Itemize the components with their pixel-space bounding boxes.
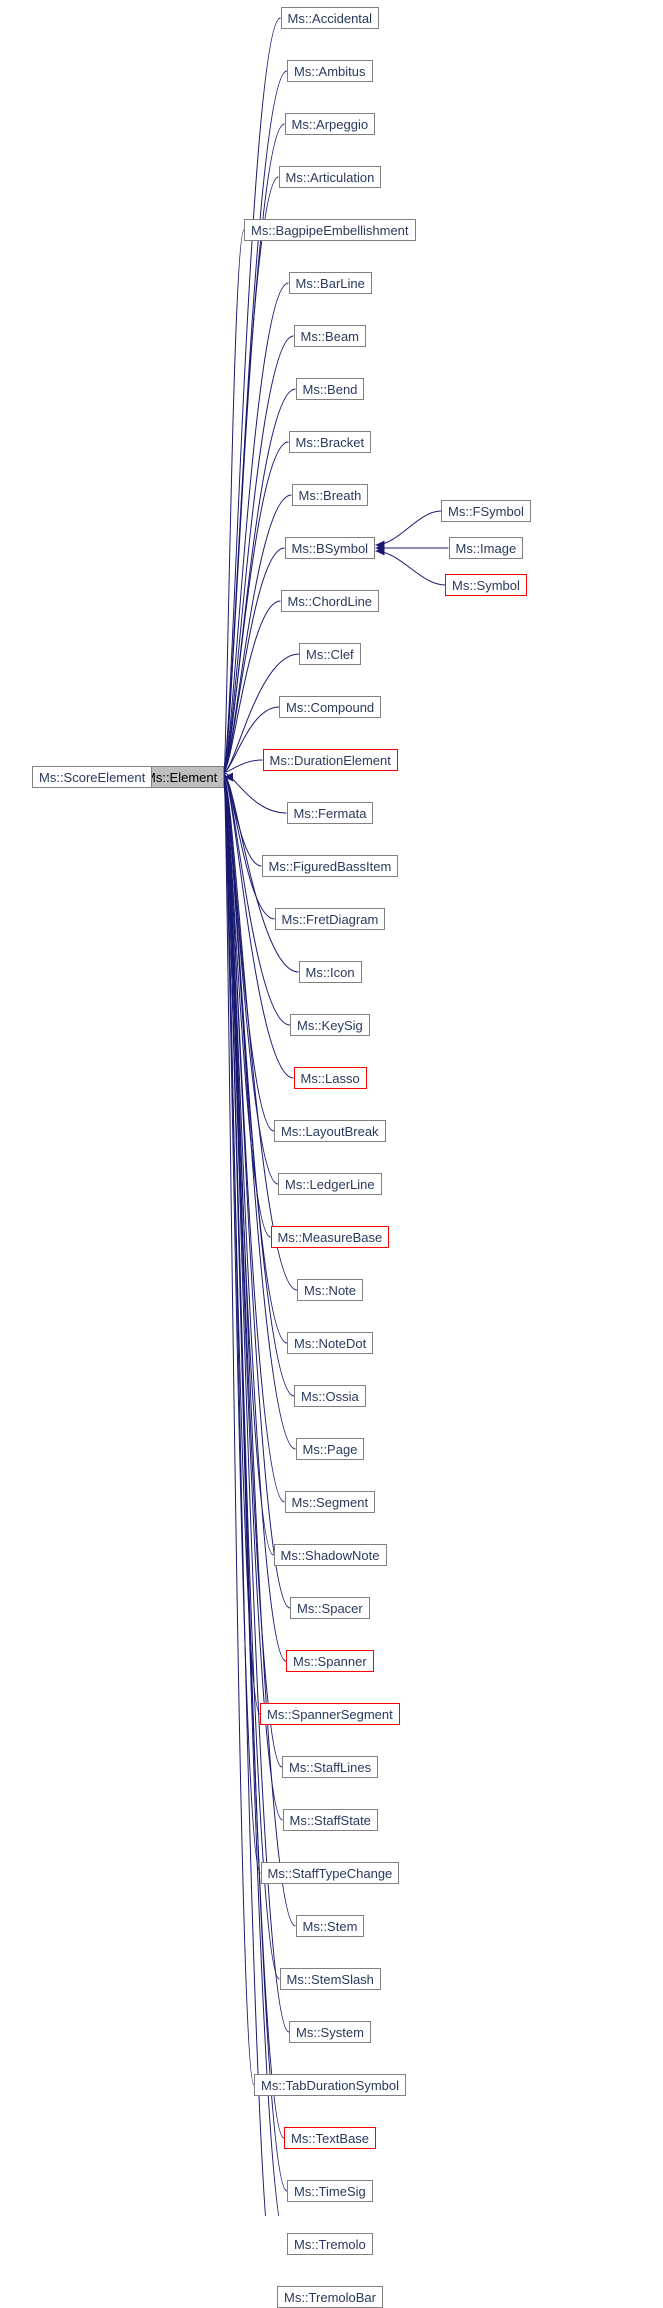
node-timesig[interactable]: Ms::TimeSig: [287, 2180, 373, 2202]
node-stem[interactable]: Ms::Stem: [296, 1915, 365, 1937]
node-note[interactable]: Ms::Note: [297, 1279, 363, 1301]
node-textbase-label: Ms::TextBase: [291, 2131, 369, 2146]
node-lasso[interactable]: Ms::Lasso: [294, 1067, 367, 1089]
node-ledgerline-label: Ms::LedgerLine: [285, 1177, 375, 1192]
node-accidental[interactable]: Ms::Accidental: [281, 7, 380, 29]
node-keysig[interactable]: Ms::KeySig: [290, 1014, 370, 1036]
node-arpeggio-label: Ms::Arpeggio: [292, 117, 369, 132]
node-layout-break-label: Ms::LayoutBreak: [281, 1124, 379, 1139]
node-ambitus-label: Ms::Ambitus: [294, 64, 366, 79]
node-barline-label: Ms::BarLine: [296, 276, 365, 291]
node-element-label: Ms::Element: [145, 770, 217, 785]
node-articulation-label: Ms::Articulation: [286, 170, 375, 185]
node-keysig-label: Ms::KeySig: [297, 1018, 363, 1033]
node-accidental-label: Ms::Accidental: [288, 11, 373, 26]
node-tremolobar-label: Ms::TremoloBar: [284, 2290, 376, 2305]
node-figured-bass-item-label: Ms::FiguredBassItem: [269, 859, 392, 874]
node-ossia[interactable]: Ms::Ossia: [294, 1385, 366, 1407]
node-stafflines-label: Ms::StaffLines: [289, 1760, 371, 1775]
node-bsymbol-label: Ms::BSymbol: [292, 541, 369, 556]
node-compound[interactable]: Ms::Compound: [279, 696, 381, 718]
node-arpeggio[interactable]: Ms::Arpeggio: [285, 113, 376, 135]
node-spanner[interactable]: Ms::Spanner: [286, 1650, 374, 1672]
node-tremolo-label: Ms::Tremolo: [294, 2237, 366, 2252]
node-segment[interactable]: Ms::Segment: [285, 1491, 376, 1513]
node-breath-label: Ms::Breath: [299, 488, 362, 503]
node-icon-label: Ms::Icon: [306, 965, 355, 980]
node-bagpipe-embellishment[interactable]: Ms::BagpipeEmbellishment: [244, 219, 416, 241]
node-lasso-label: Ms::Lasso: [301, 1071, 360, 1086]
node-page[interactable]: Ms::Page: [296, 1438, 365, 1460]
node-staff-type-change[interactable]: Ms::StaffTypeChange: [261, 1862, 400, 1884]
node-stafflines[interactable]: Ms::StaffLines: [282, 1756, 378, 1778]
node-spanner-segment[interactable]: Ms::SpannerSegment: [260, 1703, 400, 1725]
node-stem-label: Ms::Stem: [303, 1919, 358, 1934]
node-symbol-label: Ms::Symbol: [452, 578, 520, 593]
node-notedot-label: Ms::NoteDot: [294, 1336, 366, 1351]
node-fermata[interactable]: Ms::Fermata: [287, 802, 374, 824]
node-fret-diagram[interactable]: Ms::FretDiagram: [275, 908, 386, 930]
node-bend[interactable]: Ms::Bend: [296, 378, 365, 400]
node-fsymbol-label: Ms::FSymbol: [448, 504, 524, 519]
node-bsymbol[interactable]: Ms::BSymbol: [285, 537, 376, 559]
node-spanner-segment-label: Ms::SpannerSegment: [267, 1707, 393, 1722]
node-icon[interactable]: Ms::Icon: [299, 961, 362, 983]
node-note-label: Ms::Note: [304, 1283, 356, 1298]
node-spanner-label: Ms::Spanner: [293, 1654, 367, 1669]
node-duration-element[interactable]: Ms::DurationElement: [263, 749, 398, 771]
node-bend-label: Ms::Bend: [303, 382, 358, 397]
node-tremolo[interactable]: Ms::Tremolo: [287, 2233, 373, 2255]
node-clef-label: Ms::Clef: [306, 647, 354, 662]
node-tab-duration-symbol[interactable]: Ms::TabDurationSymbol: [254, 2074, 406, 2096]
node-system-label: Ms::System: [296, 2025, 364, 2040]
node-spacer-label: Ms::Spacer: [297, 1601, 363, 1616]
node-fermata-label: Ms::Fermata: [294, 806, 367, 821]
node-textbase[interactable]: Ms::TextBase: [284, 2127, 376, 2149]
node-notedot[interactable]: Ms::NoteDot: [287, 1332, 373, 1354]
node-measure-base[interactable]: Ms::MeasureBase: [271, 1226, 390, 1248]
node-score-element[interactable]: Ms::ScoreElement: [32, 766, 152, 788]
node-barline[interactable]: Ms::BarLine: [289, 272, 372, 294]
node-timesig-label: Ms::TimeSig: [294, 2184, 366, 2199]
node-bagpipe-embellishment-label: Ms::BagpipeEmbellishment: [251, 223, 409, 238]
node-articulation[interactable]: Ms::Articulation: [279, 166, 382, 188]
node-staffstate[interactable]: Ms::StaffState: [283, 1809, 378, 1831]
node-bracket-label: Ms::Bracket: [296, 435, 365, 450]
node-chordline[interactable]: Ms::ChordLine: [281, 590, 380, 612]
node-measure-base-label: Ms::MeasureBase: [278, 1230, 383, 1245]
node-shadownote[interactable]: Ms::ShadowNote: [274, 1544, 387, 1566]
node-stemslash-label: Ms::StemSlash: [287, 1972, 374, 1987]
node-fret-diagram-label: Ms::FretDiagram: [282, 912, 379, 927]
node-stemslash[interactable]: Ms::StemSlash: [280, 1968, 381, 1990]
node-tremolobar[interactable]: Ms::TremoloBar: [277, 2286, 383, 2308]
node-breath[interactable]: Ms::Breath: [292, 484, 369, 506]
node-beam[interactable]: Ms::Beam: [294, 325, 367, 347]
node-ledgerline[interactable]: Ms::LedgerLine: [278, 1173, 382, 1195]
node-compound-label: Ms::Compound: [286, 700, 374, 715]
node-score-element-label: Ms::ScoreElement: [39, 770, 145, 785]
node-image-label: Ms::Image: [456, 541, 517, 556]
node-symbol[interactable]: Ms::Symbol: [445, 574, 527, 596]
node-beam-label: Ms::Beam: [301, 329, 360, 344]
node-staff-type-change-label: Ms::StaffTypeChange: [268, 1866, 393, 1881]
node-page-label: Ms::Page: [303, 1442, 358, 1457]
node-system[interactable]: Ms::System: [289, 2021, 371, 2043]
node-duration-element-label: Ms::DurationElement: [270, 753, 391, 768]
node-tab-duration-symbol-label: Ms::TabDurationSymbol: [261, 2078, 399, 2093]
node-fsymbol[interactable]: Ms::FSymbol: [441, 500, 531, 522]
node-staffstate-label: Ms::StaffState: [290, 1813, 371, 1828]
node-spacer[interactable]: Ms::Spacer: [290, 1597, 370, 1619]
node-shadownote-label: Ms::ShadowNote: [281, 1548, 380, 1563]
node-ambitus[interactable]: Ms::Ambitus: [287, 60, 373, 82]
node-segment-label: Ms::Segment: [292, 1495, 369, 1510]
node-chordline-label: Ms::ChordLine: [288, 594, 373, 609]
node-layout-break[interactable]: Ms::LayoutBreak: [274, 1120, 386, 1142]
node-ossia-label: Ms::Ossia: [301, 1389, 359, 1404]
node-figured-bass-item[interactable]: Ms::FiguredBassItem: [262, 855, 399, 877]
node-clef[interactable]: Ms::Clef: [299, 643, 361, 665]
node-bracket[interactable]: Ms::Bracket: [289, 431, 372, 453]
node-image[interactable]: Ms::Image: [449, 537, 524, 559]
